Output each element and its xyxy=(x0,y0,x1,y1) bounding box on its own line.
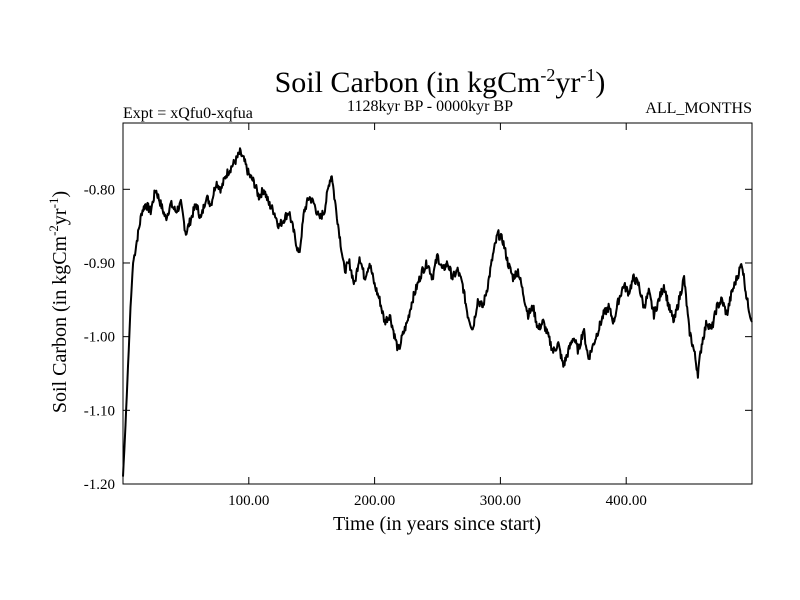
x-tick-label: 300.00 xyxy=(480,493,521,509)
subtitle-left: Expt = xQfu0-xqfua xyxy=(123,105,253,122)
x-axis-label: Time (in years since start) xyxy=(333,513,541,535)
y-axis-label: Soil Carbon (in kgCm-2yr-1) xyxy=(46,191,71,413)
x-axis-ticks: 100.00 200.00 300.00 400.00 xyxy=(228,123,647,509)
x-tick-label: 100.00 xyxy=(228,493,269,509)
x-tick-label: 200.00 xyxy=(354,493,395,509)
y-axis-ticks: -1.20 -1.10 -1.00 -0.90 -0.80 xyxy=(84,182,752,493)
series-line-soil-carbon xyxy=(122,147,753,477)
chart-title: Soil Carbon (in kgCm-2yr-1) xyxy=(275,65,606,99)
subtitle-center: 1128kyr BP - 0000kyr BP xyxy=(347,98,513,115)
subtitle-right: ALL_MONTHS xyxy=(645,100,752,117)
y-tick-label: -1.00 xyxy=(84,330,115,346)
plot-frame xyxy=(122,122,753,485)
x-tick-label: 400.00 xyxy=(606,493,647,509)
y-tick-label: -1.10 xyxy=(84,403,115,419)
y-tick-label: -0.90 xyxy=(84,256,115,272)
y-tick-label: -1.20 xyxy=(84,477,115,493)
y-tick-label: -0.80 xyxy=(84,182,115,198)
